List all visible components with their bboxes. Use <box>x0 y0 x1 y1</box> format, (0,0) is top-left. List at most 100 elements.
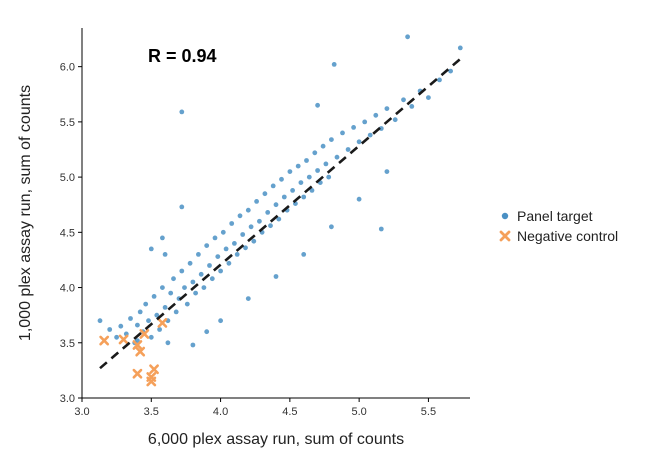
panel-target-point <box>273 274 279 279</box>
panel-target-point <box>232 241 237 246</box>
panel-target-point <box>218 318 224 324</box>
panel-target-point <box>187 260 193 266</box>
panel-target-point <box>254 199 259 204</box>
panel-target-point <box>165 340 171 346</box>
panel-target-point <box>237 213 243 219</box>
panel-target-point <box>182 285 187 290</box>
fit-line <box>99 57 462 370</box>
legend: Panel target Negative control <box>499 208 618 244</box>
panel-target-point <box>384 169 390 175</box>
panel-target-point <box>173 309 179 315</box>
panel-target-point <box>168 290 174 296</box>
panel-target-point <box>304 158 309 163</box>
panel-target-point <box>248 224 254 230</box>
panel-target-point <box>373 112 379 118</box>
panel-target-point <box>162 252 168 257</box>
panel-target-point <box>262 191 268 197</box>
panel-target-point <box>118 323 124 329</box>
x-tick-label: 3.0 <box>74 406 89 418</box>
panel-target-point <box>301 252 307 257</box>
panel-target-point <box>204 329 210 335</box>
x-tick-label: 4.5 <box>282 406 297 418</box>
panel-target-point <box>184 301 190 307</box>
panel-target-point <box>179 109 185 115</box>
panel-target-point <box>315 102 320 108</box>
negative-control-point <box>146 376 157 387</box>
panel-target-point <box>245 207 251 213</box>
panel-target-point <box>114 334 119 340</box>
panel-target-point <box>143 301 149 307</box>
panel-target-point <box>107 327 113 332</box>
panel-target-point <box>356 139 362 145</box>
negative-control-point <box>118 334 129 345</box>
y-tick-label: 5.0 <box>60 172 75 184</box>
panel-target-point <box>306 174 312 180</box>
panel-target-point <box>331 62 337 67</box>
panel-target-point <box>148 246 154 252</box>
panel-target-point <box>243 245 248 251</box>
panel-target-point <box>362 119 368 125</box>
correlation-annotation: R = 0.94 <box>148 46 217 66</box>
panel-target-point <box>135 338 140 343</box>
panel-target-point <box>157 327 163 332</box>
negative-control-point <box>157 317 168 328</box>
y-tick-label: 4.0 <box>60 283 75 295</box>
negative-control-point <box>132 340 143 350</box>
negative-control-point <box>99 335 110 346</box>
legend-label: Negative control <box>517 228 618 244</box>
fit-line-group <box>99 57 462 370</box>
panel-target-point <box>245 296 251 301</box>
legend-label: Panel target <box>517 208 593 224</box>
panel-target-point <box>329 137 334 143</box>
panel-target-point <box>301 194 307 200</box>
panel-target-point <box>209 276 215 282</box>
panel-target-point <box>128 316 133 321</box>
panel-target-point <box>401 97 406 103</box>
panel-target-point <box>218 268 224 274</box>
x-tick-label: 4.0 <box>213 406 228 418</box>
panel-target-point <box>160 285 165 290</box>
panel-target-point <box>162 305 168 310</box>
panel-target-point <box>457 45 463 51</box>
panel-target-point <box>154 312 160 318</box>
panel-target-point <box>437 77 442 83</box>
panel-target-point <box>279 176 284 182</box>
panel-target-point <box>384 106 390 111</box>
panel-target-point <box>226 260 232 266</box>
x-tick-label: 5.0 <box>351 406 366 418</box>
panel-target-point <box>196 252 201 257</box>
panel-target-point <box>240 232 246 237</box>
panel-target-point <box>405 34 410 40</box>
panel-target-point <box>270 183 276 189</box>
panel-target-point <box>295 163 301 169</box>
y-axis-title: 1,000 plex assay run, sum of counts <box>17 85 34 341</box>
negative-control-point <box>149 364 159 375</box>
panel-target-point <box>323 161 329 167</box>
panel-target-point <box>378 226 384 232</box>
axes: 3.0 3.5 4.0 4.5 5.0 5.5 3.0 3.5 4.0 4.5 5.0 5.5 6.0 <box>60 28 470 418</box>
panel-target-point <box>298 180 304 186</box>
panel-target-point <box>329 224 334 230</box>
panel-target-point <box>448 68 453 74</box>
panel-target-point <box>212 235 218 241</box>
panel-target-point <box>179 204 185 210</box>
panel-target-point <box>326 174 332 180</box>
negative-control-point <box>139 329 150 339</box>
panel-target-point <box>312 150 318 156</box>
y-tick-label: 3.0 <box>60 393 75 405</box>
panel-target-point <box>281 194 287 200</box>
panel-target-point <box>276 216 282 222</box>
panel-target-point <box>315 168 320 173</box>
panel-target-point <box>201 285 207 290</box>
panel-target-point <box>287 169 293 175</box>
panel-target-point <box>392 117 398 123</box>
panel-target-point <box>356 196 362 202</box>
panel-target-point <box>340 130 345 136</box>
panel-target-point <box>151 294 157 299</box>
panel-target-point <box>251 238 257 244</box>
x-axis-title: 6,000 plex assay run, sum of counts <box>148 431 404 448</box>
panel-target-point <box>234 252 240 257</box>
panel-target-point <box>190 279 196 285</box>
panel-target-point <box>268 223 273 229</box>
